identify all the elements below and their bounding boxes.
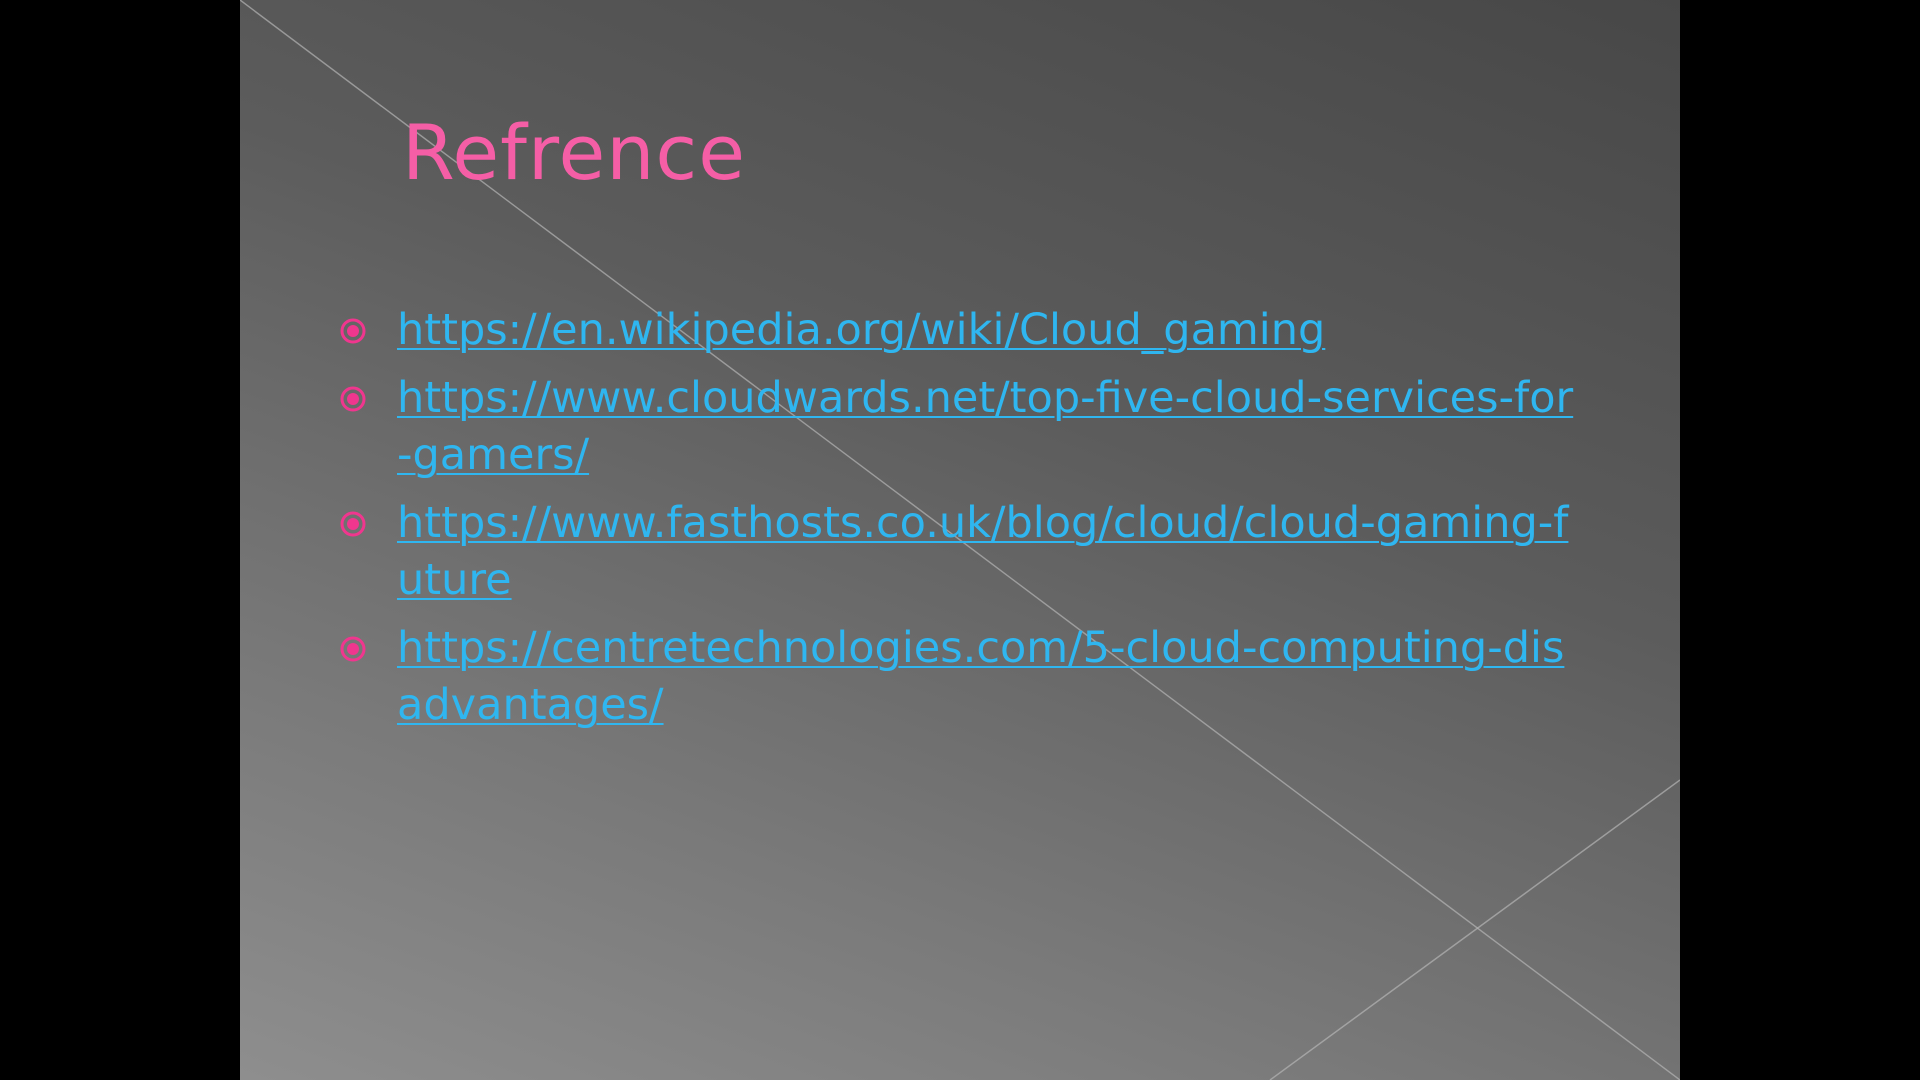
radio-circle-icon: [340, 318, 366, 344]
reference-link[interactable]: https://www.fasthosts.co.uk/blog/cloud/c…: [397, 498, 1569, 605]
reference-link[interactable]: https://centretechnologies.com/5-cloud-c…: [397, 623, 1565, 730]
list-item: https://en.wikipedia.org/wiki/Cloud_gami…: [336, 302, 1576, 359]
slide-title: Refrence: [402, 108, 746, 197]
list-item: https://www.fasthosts.co.uk/blog/cloud/c…: [336, 495, 1576, 609]
reference-link[interactable]: https://www.cloudwards.net/top-five-clou…: [397, 373, 1574, 480]
slide: Refrence https://en.wikipedia.org/wiki/C…: [240, 0, 1680, 1080]
radio-circle-icon: [340, 511, 366, 537]
reference-list: https://en.wikipedia.org/wiki/Cloud_gami…: [336, 302, 1576, 745]
radio-circle-icon: [340, 386, 366, 412]
radio-circle-icon: [340, 636, 366, 662]
list-item: https://www.cloudwards.net/top-five-clou…: [336, 370, 1576, 484]
list-item: https://centretechnologies.com/5-cloud-c…: [336, 620, 1576, 734]
reference-link[interactable]: https://en.wikipedia.org/wiki/Cloud_gami…: [397, 305, 1326, 355]
decorative-lines: [240, 0, 1680, 1080]
